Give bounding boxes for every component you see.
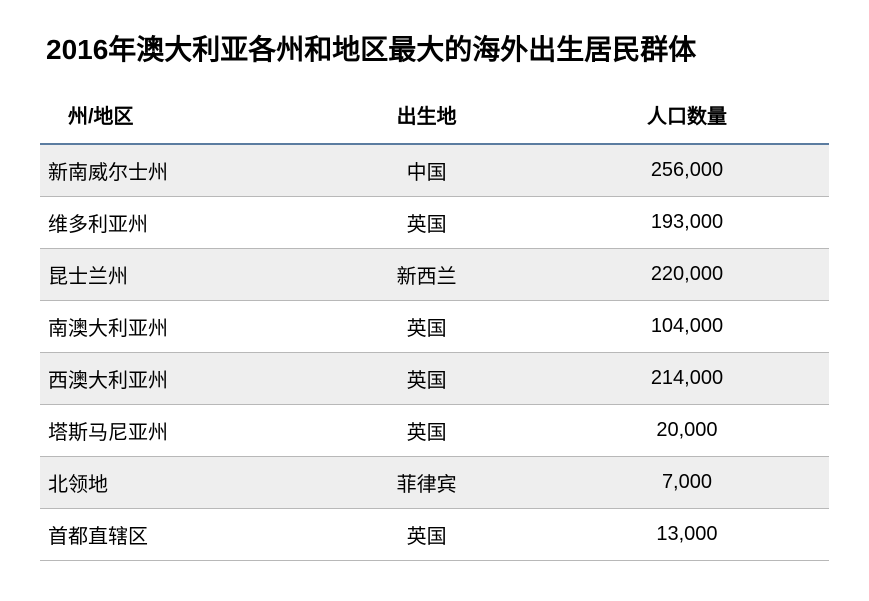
cell-origin: 英国	[308, 353, 545, 405]
column-header-origin: 出生地	[308, 90, 545, 143]
cell-state: 西澳大利亚州	[40, 353, 308, 405]
cell-state: 首都直辖区	[40, 509, 308, 561]
table-body: 新南威尔士州 中国 256,000 维多利亚州 英国 193,000 昆士兰州 …	[40, 144, 829, 561]
page-container: 2016年澳大利亚各州和地区最大的海外出生居民群体 州/地区 出生地 人口数量 …	[0, 0, 869, 601]
column-header-state: 州/地区	[40, 90, 308, 143]
table-row: 西澳大利亚州 英国 214,000	[40, 353, 829, 405]
cell-state: 昆士兰州	[40, 249, 308, 301]
cell-state: 维多利亚州	[40, 197, 308, 249]
cell-origin: 英国	[308, 197, 545, 249]
column-header-population: 人口数量	[545, 90, 829, 143]
table-row: 维多利亚州 英国 193,000	[40, 197, 829, 249]
table-row: 昆士兰州 新西兰 220,000	[40, 249, 829, 301]
table-header: 州/地区 出生地 人口数量	[40, 90, 829, 144]
cell-population: 13,000	[545, 509, 829, 561]
table-row: 塔斯马尼亚州 英国 20,000	[40, 405, 829, 457]
cell-state: 塔斯马尼亚州	[40, 405, 308, 457]
cell-population: 193,000	[545, 197, 829, 249]
cell-population: 7,000	[545, 457, 829, 509]
cell-population: 256,000	[545, 144, 829, 197]
cell-population: 214,000	[545, 353, 829, 405]
cell-origin: 新西兰	[308, 249, 545, 301]
cell-population: 104,000	[545, 301, 829, 353]
page-title: 2016年澳大利亚各州和地区最大的海外出生居民群体	[40, 28, 829, 68]
cell-origin: 中国	[308, 144, 545, 197]
table-row: 新南威尔士州 中国 256,000	[40, 144, 829, 197]
table-row: 首都直辖区 英国 13,000	[40, 509, 829, 561]
cell-origin: 英国	[308, 509, 545, 561]
cell-origin: 菲律宾	[308, 457, 545, 509]
table-row: 北领地 菲律宾 7,000	[40, 457, 829, 509]
cell-population: 220,000	[545, 249, 829, 301]
cell-state: 新南威尔士州	[40, 144, 308, 197]
table-row: 南澳大利亚州 英国 104,000	[40, 301, 829, 353]
cell-state: 南澳大利亚州	[40, 301, 308, 353]
cell-origin: 英国	[308, 301, 545, 353]
population-table: 州/地区 出生地 人口数量 新南威尔士州 中国 256,000 维多利亚州 英国…	[40, 90, 829, 561]
cell-state: 北领地	[40, 457, 308, 509]
cell-origin: 英国	[308, 405, 545, 457]
cell-population: 20,000	[545, 405, 829, 457]
